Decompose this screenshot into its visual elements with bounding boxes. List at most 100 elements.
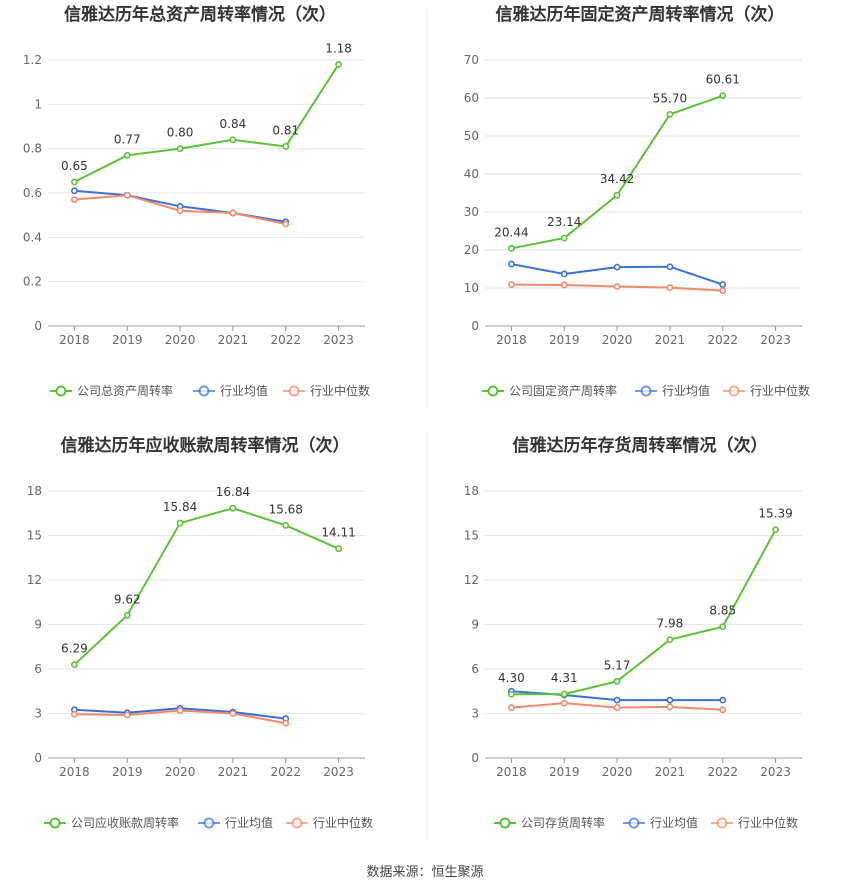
legend-marker-icon — [628, 817, 640, 829]
data-label: 60.61 — [706, 73, 740, 87]
legend-item-avg: 行业均值 — [198, 815, 273, 830]
legend-label: 公司总资产周转率 — [77, 383, 173, 398]
data-point-median — [176, 207, 184, 215]
data-label: 15.68 — [269, 502, 303, 516]
legend-item-company: 公司总资产周转率 — [50, 383, 173, 398]
data-point-company — [772, 526, 779, 534]
y-tick-label: 3 — [34, 707, 42, 721]
chart-panel: 信雅达历年应收账款周转率情况（次） 0 3 6 9 12 15 18 2018 2019 2020 2… — [27, 435, 373, 830]
y-tick-label: 9 — [471, 618, 479, 632]
data-point-company — [335, 545, 342, 553]
data-point-median — [508, 281, 515, 288]
y-tick-label: 12 — [27, 573, 42, 587]
legend-label: 行业中位数 — [313, 815, 373, 830]
chart-title: 信雅达历年固定资产周转率情况（次） — [496, 4, 785, 25]
x-tick-label: 2022 — [707, 765, 738, 779]
data-point-company — [176, 145, 184, 153]
x-tick-label: 2023 — [323, 333, 354, 347]
data-label: 9.62 — [114, 592, 141, 606]
data-point-median — [176, 707, 184, 714]
data-label: 0.77 — [114, 132, 141, 146]
data-point-company — [71, 661, 78, 669]
legend-marker-icon — [291, 817, 303, 829]
y-tick-label: 50 — [464, 129, 479, 143]
data-point-median — [719, 287, 727, 295]
series-line-company — [73, 507, 339, 666]
data-point-company — [176, 519, 184, 527]
data-label: 4.30 — [498, 671, 525, 685]
y-tick-label: 60 — [464, 91, 479, 105]
legend-marker-icon — [55, 385, 67, 397]
data-point-avg — [508, 260, 515, 268]
data-point-company — [229, 504, 237, 512]
data-point-median — [71, 710, 78, 718]
data-point-company — [335, 61, 342, 68]
legend-item-company: 公司应收账款周转率 — [44, 815, 179, 830]
legend-item-avg: 行业均值 — [635, 383, 710, 398]
legend-marker-icon — [49, 817, 61, 829]
legend-label: 公司固定资产周转率 — [509, 383, 617, 398]
y-tick-label: 1 — [34, 97, 42, 111]
x-tick-label: 2021 — [218, 765, 249, 779]
legend-label: 行业均值 — [225, 815, 273, 830]
x-tick-label: 2020 — [165, 765, 196, 779]
y-tick-label: 0.2 — [23, 275, 42, 289]
x-tick-label: 2021 — [655, 333, 686, 347]
y-tick-label: 0 — [34, 751, 42, 765]
y-tick-label: 15 — [27, 529, 42, 543]
chart-title: 信雅达历年存货周转率情况（次） — [513, 435, 768, 456]
data-point-median — [123, 711, 131, 719]
legend-item-median: 行业中位数 — [723, 383, 810, 398]
data-point-median — [71, 196, 78, 204]
data-point-company — [719, 92, 727, 100]
x-tick-label: 2023 — [323, 765, 354, 779]
data-point-avg — [613, 263, 621, 271]
data-label: 15.39 — [758, 507, 792, 521]
data-label: 4.31 — [551, 671, 578, 685]
legend-item-avg: 行业均值 — [623, 815, 698, 830]
y-tick-label: 18 — [27, 484, 42, 498]
data-label: 20.44 — [494, 225, 528, 239]
legend-label: 行业均值 — [650, 815, 698, 830]
x-tick-label: 2020 — [602, 333, 633, 347]
data-point-company — [719, 623, 727, 631]
y-tick-label: 3 — [471, 707, 479, 721]
x-tick-label: 2021 — [655, 765, 686, 779]
legend-item-avg: 行业均值 — [193, 383, 268, 398]
x-tick-label: 2021 — [218, 333, 249, 347]
y-tick-label: 1.2 — [23, 53, 42, 67]
legend-item-company: 公司存货周转率 — [494, 815, 605, 830]
legend-marker-icon — [288, 385, 300, 397]
data-point-median — [282, 719, 290, 727]
y-tick-label: 30 — [464, 205, 479, 219]
data-point-avg — [719, 281, 727, 288]
data-point-avg — [613, 696, 621, 704]
data-point-avg — [666, 696, 674, 704]
legend-label: 行业均值 — [662, 383, 710, 398]
y-tick-label: 6 — [34, 662, 42, 676]
y-tick-label: 10 — [464, 281, 479, 295]
chart-title: 信雅达历年应收账款周转率情况（次） — [61, 435, 350, 456]
legend-item-median: 行业中位数 — [286, 815, 373, 830]
series-line-company — [511, 529, 777, 696]
data-point-median — [282, 220, 290, 228]
data-point-median — [560, 281, 568, 289]
data-source-note: 数据来源：恒生聚源 — [366, 865, 484, 880]
legend-label: 行业中位数 — [310, 383, 370, 398]
data-point-median — [666, 703, 674, 711]
legend-marker-icon — [198, 385, 210, 397]
data-label: 0.84 — [220, 117, 247, 131]
legend-label: 行业中位数 — [738, 815, 798, 830]
chart-panel: 信雅达历年存货周转率情况（次） 0 3 6 9 12 15 18 2018 2019 2020 202… — [464, 435, 802, 830]
data-point-avg — [71, 187, 78, 195]
series-line-company — [73, 63, 340, 183]
data-point-company — [508, 244, 515, 252]
legend-label: 公司存货周转率 — [521, 815, 605, 830]
x-tick-label: 2022 — [707, 333, 738, 347]
data-label: 6.29 — [61, 642, 88, 656]
data-point-median — [123, 191, 131, 199]
data-label: 15.84 — [163, 500, 197, 514]
data-point-median — [613, 704, 621, 711]
legend-label: 行业中位数 — [750, 383, 810, 398]
